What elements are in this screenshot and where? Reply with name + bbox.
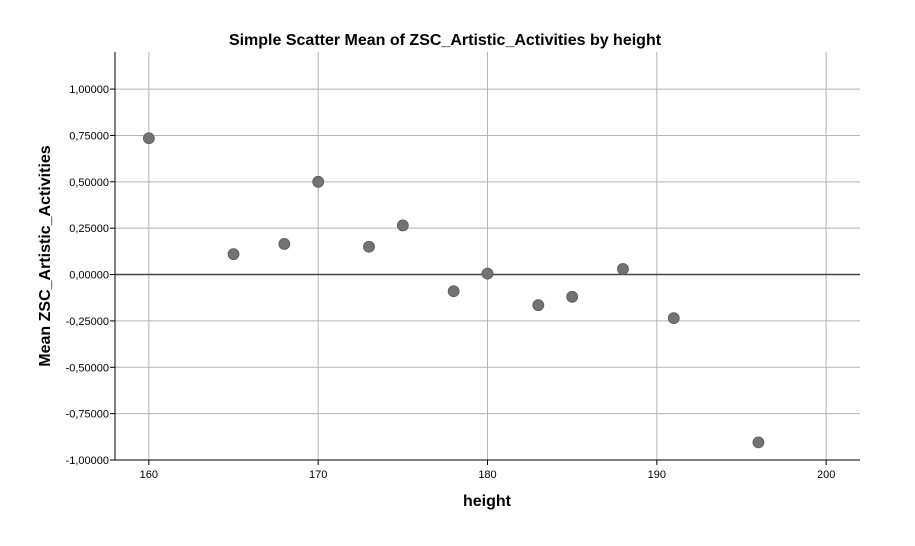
y-tick-label: -0,25000 — [66, 316, 109, 328]
x-tick-label: 180 — [478, 469, 496, 481]
scatter-point — [142, 132, 155, 145]
scatter-point — [532, 299, 545, 312]
x-axis-label: height — [463, 493, 512, 510]
y-tick-label: 1,00000 — [69, 84, 109, 96]
y-tick-label: 0,75000 — [69, 130, 109, 142]
y-tick-label: 0,50000 — [69, 177, 109, 189]
scatter-point — [566, 290, 579, 303]
scatter-point — [447, 285, 460, 298]
y-tick-label: 0,00000 — [69, 270, 109, 282]
scatter-point — [481, 267, 494, 280]
scatter-point — [227, 248, 240, 261]
scatter-point — [752, 436, 765, 449]
x-tick-label: 170 — [309, 469, 327, 481]
scatter-point — [396, 219, 409, 232]
y-axis-label: Mean ZSC_Artistic_Activities — [37, 145, 54, 367]
y-tick-label: -0,75000 — [66, 409, 109, 421]
scatter-point — [278, 238, 291, 250]
scatter-point — [363, 240, 375, 253]
ticks-layer: 160 170 180 190 200 1,00000 0,75000 0,50000 0,25… — [66, 84, 836, 481]
chart-title: Simple Scatter Mean of ZSC_Artistic_Acti… — [229, 32, 662, 49]
y-tick-label: -1,00000 — [66, 455, 109, 467]
x-tick-label: 190 — [648, 469, 666, 481]
scatter-point — [312, 175, 325, 188]
y-tick-label: 0,25000 — [69, 223, 109, 235]
scatter-point — [617, 263, 629, 275]
scatter-point — [667, 312, 680, 325]
x-tick-label: 200 — [817, 469, 835, 481]
y-tick-label: -0,50000 — [66, 362, 109, 374]
points-layer — [142, 132, 765, 449]
x-tick-label: 160 — [140, 469, 158, 481]
